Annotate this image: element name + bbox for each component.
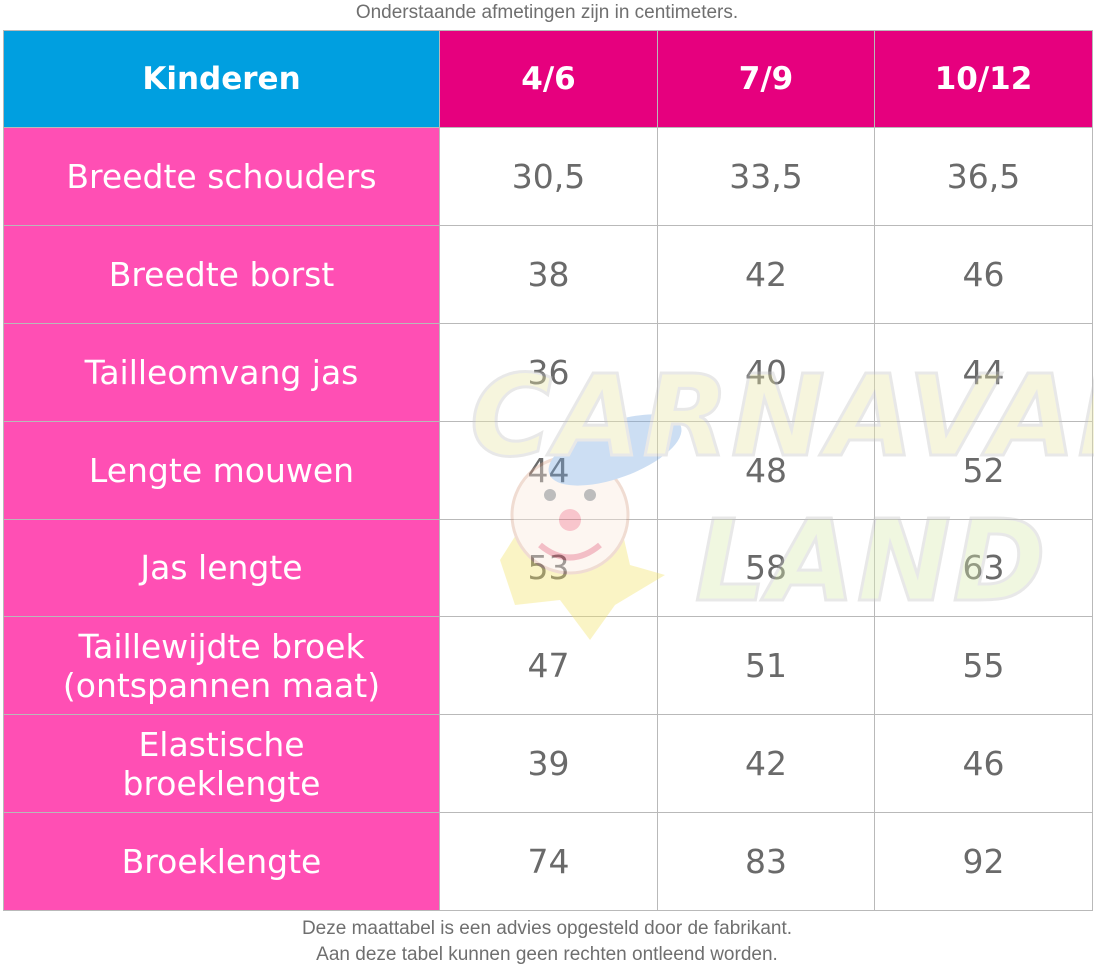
table-cell: 74 (439, 812, 658, 911)
row-label-line: Elastische (138, 724, 305, 764)
bottom-note-line: Aan deze tabel kunnen geen rechten ontle… (316, 944, 778, 965)
table-cell: 52 (874, 420, 1093, 520)
table-cell: 63 (874, 518, 1093, 618)
table-cell: 51 (657, 616, 875, 716)
table-row: Breedte schouders 30,5 33,5 36,5 (3, 127, 1093, 226)
table-cell: 92 (874, 812, 1093, 911)
row-label-line: (ontspannen maat) (62, 665, 381, 705)
table-cell: 30,5 (439, 127, 658, 226)
table-row: Lengte mouwen 44 48 52 (3, 420, 1093, 520)
row-label: Breedte borst (3, 224, 440, 324)
size-chart-table: Kinderen 4/6 7/9 10/12 Breedte schouders… (3, 30, 1093, 911)
bottom-note: Deze maattabel is een advies opgesteld d… (0, 916, 1094, 968)
table-cell: 83 (657, 812, 875, 911)
row-label: Tailleomvang jas (3, 322, 440, 422)
table-row: Tailleomvang jas 36 40 44 (3, 322, 1093, 422)
row-label: Taillewijdte broek (ontspannen maat) (3, 616, 440, 716)
row-label: Broeklengte (3, 812, 440, 911)
header-size-4-6: 4/6 (439, 30, 658, 128)
table-cell: 44 (439, 420, 658, 520)
row-label: Breedte schouders (3, 127, 440, 226)
table-row: Breedte borst 38 42 46 (3, 224, 1093, 324)
table-cell: 39 (439, 714, 658, 814)
table-cell: 46 (874, 714, 1093, 814)
table-cell: 42 (657, 714, 875, 814)
table-cell: 47 (439, 616, 658, 716)
bottom-note-line: Deze maattabel is een advies opgesteld d… (301, 918, 793, 939)
table-row: Taillewijdte broek (ontspannen maat) 47 … (3, 616, 1093, 716)
table-cell: 44 (874, 322, 1093, 422)
table-cell: 58 (657, 518, 875, 618)
table-row: Broeklengte 74 83 92 (3, 812, 1093, 911)
table-cell: 46 (874, 224, 1093, 324)
table-cell: 53 (439, 518, 658, 618)
header-kinderen: Kinderen (3, 30, 440, 128)
row-label: Elastische broeklengte (3, 714, 440, 814)
table-row: Elastische broeklengte 39 42 46 (3, 714, 1093, 814)
table-cell: 48 (657, 420, 875, 520)
table-cell: 42 (657, 224, 875, 324)
top-note: Onderstaande afmetingen zijn in centimet… (355, 2, 739, 23)
row-label: Jas lengte (3, 518, 440, 618)
row-label-line: broeklengte (122, 763, 321, 803)
table-cell: 36 (439, 322, 658, 422)
table-cell: 38 (439, 224, 658, 324)
table-cell: 40 (657, 322, 875, 422)
header-row: Kinderen 4/6 7/9 10/12 (3, 30, 1093, 128)
table-cell: 33,5 (657, 127, 875, 226)
table-row: Jas lengte 53 58 63 (3, 518, 1093, 618)
header-size-7-9: 7/9 (657, 30, 875, 128)
table-cell: 36,5 (874, 127, 1093, 226)
header-size-10-12: 10/12 (874, 30, 1093, 128)
table-cell: 55 (874, 616, 1093, 716)
row-label-line: Taillewijdte broek (78, 626, 365, 666)
row-label: Lengte mouwen (3, 420, 440, 520)
